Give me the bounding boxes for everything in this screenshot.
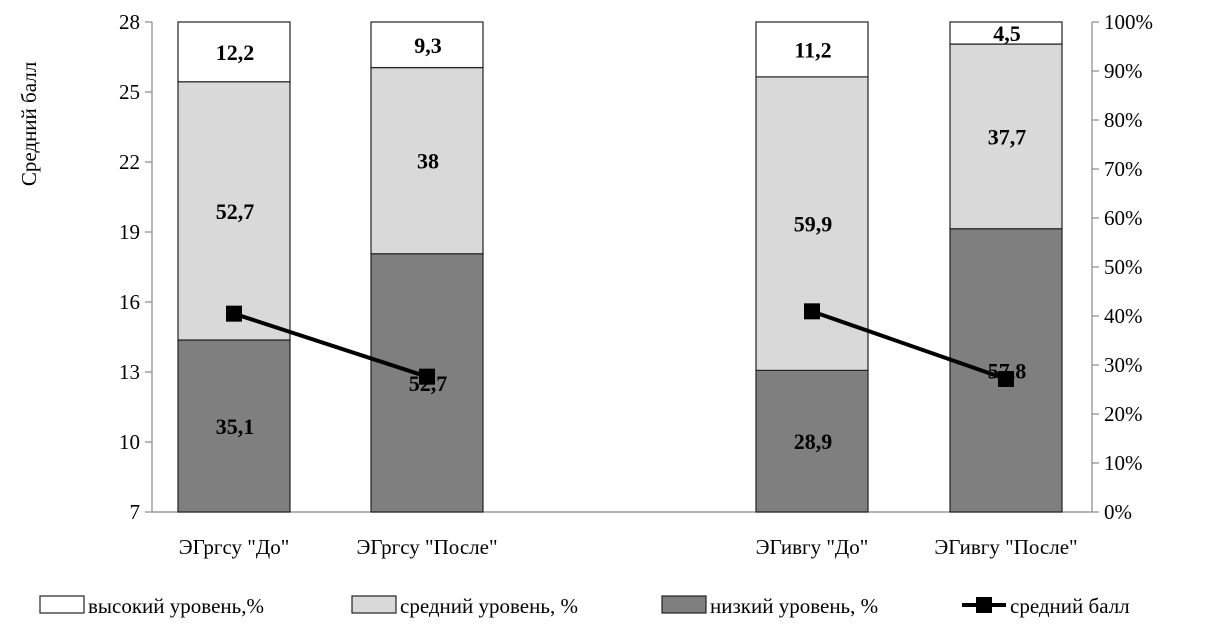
data-label: 37,7 — [988, 124, 1027, 149]
data-point — [998, 371, 1014, 387]
y-right-tick-label: 90% — [1104, 59, 1143, 83]
legend-label: средний балл — [1010, 594, 1130, 618]
y-left-tick-label: 10 — [119, 430, 140, 454]
data-label: 9,3 — [414, 33, 442, 58]
data-point — [226, 305, 242, 322]
bar-segment — [755, 369, 869, 513]
data-point — [419, 368, 435, 385]
x-tick-label: ЭГргсу "До" — [179, 535, 290, 559]
bar-segment — [755, 76, 869, 371]
y-left-tick-label: 7 — [130, 500, 141, 524]
bar-segment — [949, 228, 1063, 513]
bar-segment — [177, 81, 291, 341]
data-point — [804, 303, 820, 320]
data-label: 4,5 — [993, 21, 1021, 46]
series-line-mean-score — [233, 311, 428, 379]
bar-segment — [949, 43, 1063, 230]
y-right-tick-label: 30% — [1104, 353, 1143, 377]
y-right-tick-label: 50% — [1104, 255, 1143, 279]
y-right-tick-label: 70% — [1104, 157, 1143, 181]
y-right-tick-label: 10% — [1104, 451, 1143, 475]
y-left-tick-label: 22 — [119, 150, 140, 174]
y-right-tick-label: 100% — [1104, 10, 1153, 34]
bar-segment — [755, 21, 869, 78]
data-label: 28,9 — [794, 429, 833, 454]
y-right-tick-label: 20% — [1104, 402, 1143, 426]
y-right-tick-label: 80% — [1104, 108, 1143, 132]
bar-segment — [949, 21, 1063, 45]
y-left-tick-label: 16 — [119, 290, 140, 314]
series-line-mean-score — [811, 309, 1007, 381]
legend-swatch — [351, 595, 397, 614]
legend-label: средний уровень, % — [400, 594, 578, 618]
y-left-tick-label: 19 — [119, 220, 140, 244]
data-label: 38 — [417, 149, 439, 174]
x-tick-label: ЭГивгу "До" — [756, 535, 869, 559]
x-tick-label: ЭГргсу "После" — [356, 535, 497, 559]
data-label: 11,2 — [794, 37, 831, 62]
x-tick-label: ЭГивгу "После" — [934, 535, 1077, 559]
y-right-tick-label: 0% — [1104, 500, 1132, 524]
bar-segment — [370, 66, 484, 255]
legend-label: высокий уровень,% — [88, 594, 264, 618]
y-right-tick-label: 40% — [1104, 304, 1143, 328]
data-label: 59,9 — [794, 212, 833, 237]
bar-segment — [177, 339, 291, 513]
legend-label: низкий уровень, % — [710, 594, 878, 618]
y-axis-title: Средний балл — [17, 62, 41, 186]
bar-segment — [370, 21, 484, 69]
data-label: 12,2 — [216, 40, 255, 65]
y-right-tick-label: 60% — [1104, 206, 1143, 230]
data-label: 35,1 — [216, 414, 255, 439]
legend-swatch — [39, 595, 85, 614]
y-left-tick-label: 25 — [119, 80, 140, 104]
legend-swatch — [661, 595, 707, 614]
y-left-tick-label: 28 — [119, 10, 140, 34]
legend-marker — [976, 597, 992, 613]
data-label: 52,7 — [216, 199, 255, 224]
bar-segment — [177, 21, 291, 83]
y-left-tick-label: 13 — [119, 360, 140, 384]
